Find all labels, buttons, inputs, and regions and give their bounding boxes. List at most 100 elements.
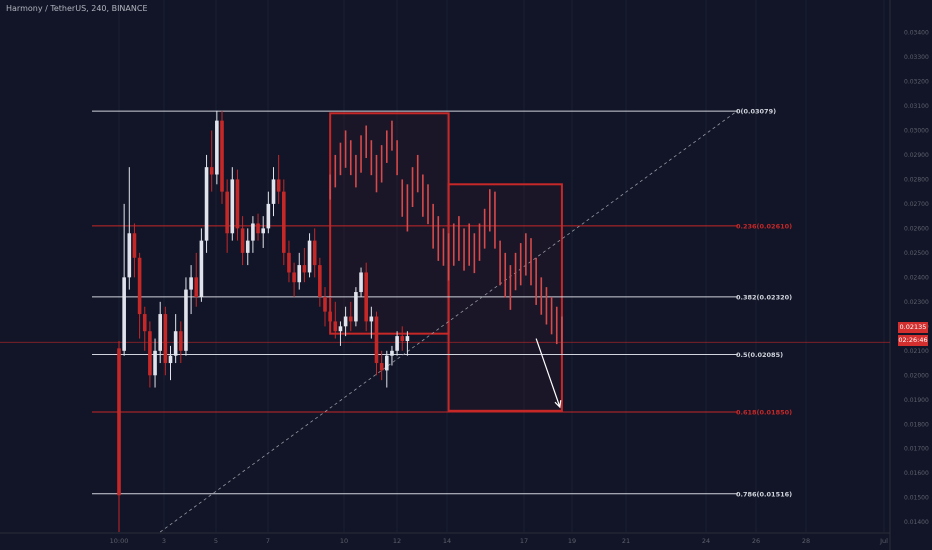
candle-body bbox=[400, 336, 405, 342]
candle-body bbox=[287, 252, 291, 273]
x-tick-label: 21 bbox=[622, 537, 630, 545]
candle-body bbox=[204, 167, 209, 241]
candle-body bbox=[209, 167, 214, 175]
y-tick-label: 0.02300 bbox=[904, 299, 929, 306]
candle-body bbox=[297, 265, 302, 283]
y-tick-label: 0.02500 bbox=[904, 250, 929, 257]
fib-label: 0.5(0.02085) bbox=[736, 351, 783, 359]
x-tick-label: 7 bbox=[266, 537, 270, 545]
candle-body bbox=[374, 316, 379, 364]
current-price-tag: 0.02135 bbox=[898, 322, 928, 333]
symbol-title: Harmony / TetherUS, 240, BINANCE bbox=[6, 4, 148, 13]
x-tick-label: 3 bbox=[162, 537, 166, 545]
arrow-head bbox=[554, 400, 562, 409]
y-tick-label: 0.01400 bbox=[904, 519, 929, 526]
candle-body bbox=[256, 223, 260, 234]
candle-body bbox=[189, 277, 193, 290]
y-tick-label: 0.02100 bbox=[904, 348, 929, 355]
x-tick-label: 26 bbox=[752, 537, 760, 545]
candle-body bbox=[333, 321, 338, 332]
x-tick-label: 12 bbox=[393, 537, 401, 545]
fib-label: 0.618(0.01850) bbox=[736, 409, 792, 417]
candles bbox=[117, 110, 410, 532]
candle-body bbox=[390, 350, 394, 356]
candle-body bbox=[163, 314, 168, 364]
y-tick-label: 0.03100 bbox=[904, 103, 929, 110]
grid-lines bbox=[0, 0, 891, 550]
candle-body bbox=[354, 292, 358, 322]
candle-body bbox=[132, 233, 137, 258]
candle-body bbox=[302, 265, 307, 273]
candle-body bbox=[369, 316, 374, 322]
x-tick-label: 14 bbox=[443, 537, 451, 545]
arrow-shaft bbox=[535, 338, 561, 408]
y-tick-label: 0.01700 bbox=[904, 446, 929, 453]
y-tick-label: 0.02800 bbox=[904, 176, 929, 183]
candle-body bbox=[359, 272, 363, 293]
candle-body bbox=[122, 277, 126, 351]
range-box bbox=[329, 112, 450, 335]
candle-body bbox=[348, 316, 353, 322]
candle-body bbox=[245, 240, 250, 253]
candle-body bbox=[215, 120, 219, 175]
y-tick-label: 0.01800 bbox=[904, 421, 929, 428]
candle-body bbox=[184, 289, 188, 351]
price-axis[interactable]: 0.03400 0.03300 0.03200 0.03100 0.03000 0.029… bbox=[904, 29, 929, 526]
time-axis[interactable]: 10:00 3 5 7 10 12 14 17 19 21 24 26 28 Jul bbox=[110, 537, 888, 545]
candle-body bbox=[385, 355, 389, 371]
candle-body bbox=[312, 240, 317, 266]
candle-body bbox=[282, 191, 286, 253]
candle-body bbox=[405, 336, 410, 342]
candle-body bbox=[276, 179, 281, 192]
fib-label: 0.382(0.02320) bbox=[736, 293, 792, 301]
candle-body bbox=[235, 179, 240, 229]
candle-body bbox=[142, 314, 147, 332]
y-tick-label: 0.01500 bbox=[904, 495, 929, 502]
candle-body bbox=[173, 331, 178, 356]
x-tick-label: 24 bbox=[702, 537, 710, 545]
range-boxes bbox=[329, 112, 563, 412]
y-tick-label: 0.03400 bbox=[904, 29, 929, 36]
fib-label: 0.236(0.02610) bbox=[736, 222, 792, 230]
candle-body bbox=[266, 203, 271, 229]
candle-body bbox=[328, 311, 332, 322]
fib-label: 0.786(0.01516) bbox=[736, 490, 792, 498]
candle-body bbox=[127, 233, 132, 278]
countdown-tag: 02:26:46 bbox=[898, 335, 928, 346]
candle-body bbox=[137, 257, 142, 315]
candle-body bbox=[323, 296, 327, 312]
y-tick-label: 0.02000 bbox=[904, 372, 929, 379]
candle-body bbox=[318, 265, 322, 297]
trendline bbox=[159, 110, 738, 533]
candle-body bbox=[225, 191, 229, 234]
y-tick-label: 0.02400 bbox=[904, 274, 929, 281]
candle-body bbox=[230, 179, 235, 234]
y-tick-label: 0.03300 bbox=[904, 54, 929, 61]
y-tick-label: 0.01600 bbox=[904, 470, 929, 477]
y-tick-label: 0.01900 bbox=[904, 397, 929, 404]
candle-body bbox=[364, 272, 368, 322]
candle-body bbox=[194, 277, 199, 297]
candle-body bbox=[199, 240, 204, 297]
y-tick-label: 0.02900 bbox=[904, 152, 929, 159]
candle-body bbox=[153, 350, 157, 376]
candle-body bbox=[307, 240, 312, 273]
x-tick-label: 10 bbox=[340, 537, 348, 545]
x-tick-label: Jul bbox=[879, 537, 888, 545]
y-tick-label: 0.02700 bbox=[904, 201, 929, 208]
x-tick-label: 5 bbox=[214, 537, 218, 545]
candle-body bbox=[261, 228, 265, 234]
x-tick-label: 10:00 bbox=[110, 537, 129, 545]
y-tick-label: 0.02600 bbox=[904, 225, 929, 232]
projected-bars bbox=[329, 120, 563, 354]
candle-body bbox=[148, 331, 152, 376]
candle-body bbox=[179, 331, 183, 351]
candle-body bbox=[168, 355, 173, 364]
forecast-arrow bbox=[535, 338, 562, 409]
candle-body bbox=[117, 348, 121, 496]
candle-body bbox=[271, 179, 276, 204]
y-tick-label: 0.03200 bbox=[904, 78, 929, 85]
candle-body bbox=[292, 272, 296, 283]
candle-body bbox=[379, 363, 384, 371]
